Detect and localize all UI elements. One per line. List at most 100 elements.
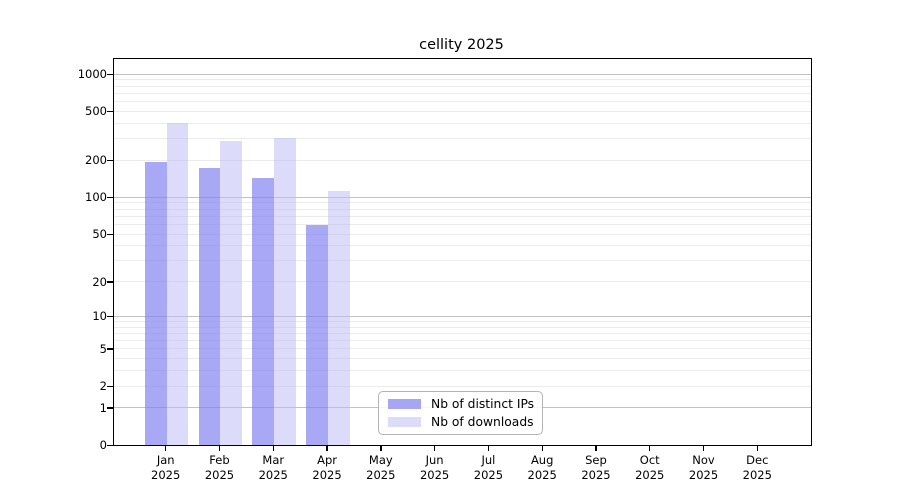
x-tick (218, 445, 221, 452)
x-tick-year: 2025 (581, 467, 611, 482)
y-tick (107, 315, 113, 318)
x-tick (487, 445, 490, 452)
y-tick-label: 1000 (77, 67, 107, 82)
minor-gridline (114, 202, 811, 204)
x-tick-month: Jun (425, 453, 444, 467)
y-tick-label: 10 (92, 309, 107, 324)
x-tick-month: May (368, 453, 393, 467)
y-tick-label: 200 (85, 153, 107, 168)
bar-distinct-ips (198, 167, 221, 445)
y-tick-label: 0 (99, 438, 107, 452)
x-tick-month: Jul (481, 453, 496, 467)
x-tick (272, 445, 274, 452)
minor-gridline (114, 320, 811, 322)
x-tick-year: 2025 (527, 467, 557, 482)
y-tick (107, 281, 113, 283)
x-tick-label: Apr 2025 (300, 453, 354, 482)
y-tick-label: 500 (85, 104, 107, 119)
minor-gridline (114, 159, 811, 161)
bar-downloads (328, 190, 350, 445)
minor-gridline (114, 340, 811, 342)
legend: Nb of distinct IPs Nb of downloads (378, 391, 543, 435)
x-tick-year: 2025 (312, 467, 342, 482)
x-tick-label: Sep 2025 (569, 453, 623, 482)
bar-distinct-ips (144, 161, 167, 445)
chart-title: cellity 2025 (419, 37, 504, 53)
y-tick-label: 5 (99, 341, 107, 356)
x-tick (541, 445, 543, 452)
x-tick-label: Jul 2025 (461, 453, 515, 482)
x-tick-label: Dec 2025 (730, 453, 784, 482)
x-tick-month: Feb (209, 453, 230, 467)
minor-gridline (114, 370, 811, 372)
x-tick (756, 445, 758, 452)
minor-gridline (114, 245, 811, 247)
y-tick-label: 100 (85, 190, 107, 205)
minor-gridline (114, 233, 811, 235)
bar-downloads (166, 123, 189, 445)
y-tick-label: 50 (92, 227, 107, 242)
minor-gridline (114, 326, 811, 328)
x-tick-month: Jan (156, 453, 175, 467)
x-tick-label: Jun 2025 (408, 453, 462, 482)
y-tick (107, 160, 113, 162)
x-tick-label: Feb 2025 (192, 453, 246, 482)
minor-gridline (114, 92, 811, 94)
minor-gridline (114, 110, 811, 112)
x-tick-label: Nov 2025 (677, 453, 731, 482)
x-tick-month: Aug (530, 453, 554, 467)
y-tick (107, 233, 113, 235)
minor-gridline (114, 122, 811, 124)
x-tick-year: 2025 (204, 467, 235, 482)
x-tick-label: Aug 2025 (515, 453, 569, 482)
x-tick-month: Sep (585, 453, 607, 467)
x-tick-year: 2025 (688, 467, 719, 482)
x-tick (595, 445, 597, 452)
minor-gridline (114, 208, 811, 210)
x-tick (380, 445, 382, 452)
plot-area (113, 58, 812, 446)
major-gridline (114, 73, 811, 75)
minor-gridline (114, 281, 811, 283)
x-tick-year: 2025 (366, 467, 396, 482)
minor-gridline (114, 348, 811, 350)
minor-gridline (114, 385, 811, 387)
x-tick-year: 2025 (151, 467, 181, 482)
legend-swatch-distinct-ips-icon (388, 399, 421, 409)
major-gridline (114, 196, 811, 198)
y-tick (107, 348, 113, 350)
y-tick-label: 1 (99, 400, 107, 415)
x-tick-month: Apr (317, 453, 337, 467)
minor-gridline (114, 260, 811, 262)
y-tick (107, 385, 113, 387)
x-tick-label: May 2025 (354, 453, 408, 482)
legend-item-distinct-ips: Nb of distinct IPs (388, 396, 535, 412)
y-tick (107, 444, 113, 446)
x-tick (702, 445, 705, 452)
minor-gridline (114, 215, 811, 217)
x-tick-label: Oct 2025 (623, 453, 677, 482)
y-tick (107, 407, 113, 409)
bar-downloads (220, 140, 243, 445)
x-tick-month: Mar (262, 453, 285, 467)
bar-distinct-ips (252, 177, 275, 445)
x-tick-year: 2025 (742, 467, 772, 482)
legend-label: Nb of distinct IPs (431, 396, 535, 411)
x-tick-month: Dec (746, 453, 769, 467)
minor-gridline (114, 79, 811, 81)
legend-item-downloads: Nb of downloads (388, 415, 534, 430)
legend-swatch-downloads-icon (388, 417, 421, 427)
y-tick (107, 111, 113, 113)
x-tick (326, 445, 328, 452)
x-tick-year: 2025 (258, 467, 288, 482)
minor-gridline (114, 223, 811, 225)
minor-gridline (114, 101, 811, 103)
major-gridline (114, 315, 811, 317)
x-tick-year: 2025 (473, 467, 504, 482)
y-tick (107, 196, 113, 199)
minor-gridline (114, 332, 811, 334)
x-tick-label: Mar 2025 (246, 453, 300, 482)
minor-gridline (114, 358, 811, 360)
x-tick-month: Oct (639, 453, 660, 467)
